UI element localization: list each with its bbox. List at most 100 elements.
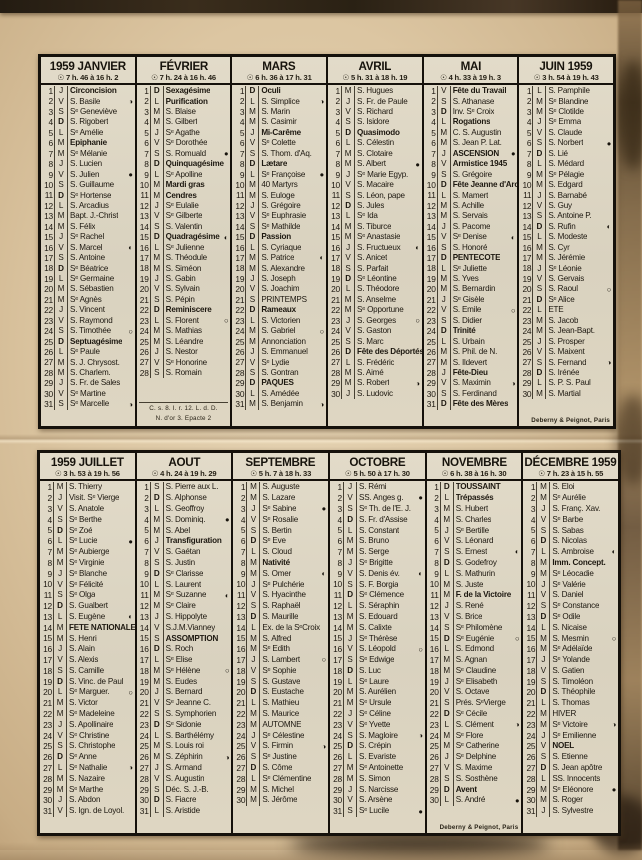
day-row: 15 S ASSOMPTION	[137, 633, 232, 644]
weekday-letter: J	[151, 535, 164, 547]
weekday-letter: J	[247, 654, 261, 666]
day-label: Annonciation	[259, 338, 326, 346]
saint-name: Sᵉ Emilienne	[552, 731, 597, 740]
day-label: S. Omer ◐	[260, 570, 328, 578]
day-number: 22	[328, 305, 343, 316]
weekday-letter: S	[344, 730, 358, 742]
saint-name: S. Parfait	[357, 264, 389, 273]
day-number: 21	[40, 697, 54, 709]
day-label: Sᵉ Philomène	[454, 624, 522, 632]
day-row: 16 S S. Honoré	[424, 242, 518, 253]
weekday-letter: L	[438, 263, 451, 274]
day-label: S. Joachim	[259, 285, 326, 293]
day-row: 30 D S. Fiacre	[137, 795, 232, 806]
month-title: DÉCEMBRE 1959	[524, 455, 617, 469]
saint-name: FÊTE NATIONALE	[69, 623, 135, 632]
day-label: S. Daniel	[550, 591, 618, 599]
day-number: 18	[424, 263, 438, 274]
day-label: S. Calixte	[357, 624, 425, 632]
day-row: 10 V S. Macaire	[328, 179, 422, 191]
saint-name: Sᵉ Emma	[548, 118, 581, 127]
moon-phase-icon-full: ○	[128, 327, 133, 336]
weekday-letter: J	[533, 263, 547, 274]
day-number: 4	[427, 514, 441, 526]
day-label: Sᵉ Agathe	[164, 129, 231, 137]
weekday-letter: V	[533, 127, 547, 139]
saint-name: S. Grégoire	[452, 170, 492, 179]
month-column-novembre: NOVEMBRE ☉ 6 h. 38 à 16 h. 30 1 D TOUSSAINT 2…	[426, 453, 524, 833]
day-number: 24	[233, 730, 248, 742]
weekday-letter: J	[54, 643, 67, 655]
day-label: S. Hippolyte	[164, 613, 232, 621]
printer-credit: Deberny & Peignot, Paris	[531, 417, 611, 424]
day-number: 30	[233, 795, 248, 806]
moon-phase-icon-full: ○	[225, 666, 230, 675]
month-header: AOUT ☉ 4 h. 24 à 19 h. 29	[136, 453, 232, 481]
day-number: 24	[424, 326, 438, 337]
month-days: 1 D Sexagésime 2 L Purification 3 M S. Blaise 4 M S…	[137, 85, 231, 426]
day-label: Sᵉ Jeanne C.	[164, 699, 232, 707]
day-number: 6	[328, 138, 343, 149]
day-label: S. Antoine	[68, 254, 135, 262]
day-number: 8	[427, 557, 441, 569]
day-label: PENTECOTE	[451, 254, 518, 262]
month-column-d-cembre-1959: DÉCEMBRE 1959 ☉ 7 h. 23 à 15 h. 55 1 M S. Él…	[523, 453, 619, 833]
day-row: 23 V S. Raymond	[41, 315, 135, 327]
day-label: S. Richard	[355, 108, 422, 116]
weekday-letter: D	[54, 525, 67, 536]
day-label: S. Robert ◑	[355, 379, 422, 387]
saint-name: S. Fiacre	[165, 796, 197, 805]
day-number: 9	[137, 169, 151, 180]
day-number: 10	[233, 579, 248, 590]
day-number: 9	[424, 169, 438, 180]
saint-name: Sᵉ Valérie	[552, 580, 586, 589]
weekday-letter: M	[55, 284, 68, 295]
day-number: 16	[232, 242, 247, 253]
day-row: 25 V NOËL	[523, 741, 618, 752]
weekday-letter: M	[151, 253, 164, 264]
day-label: S. Victor	[67, 699, 135, 707]
weekday-letter: S	[342, 117, 356, 128]
day-label: S. Juste	[454, 581, 522, 589]
day-label: Sᵉ Madeleine	[67, 710, 135, 718]
day-label: Sᵉ Cécile	[454, 710, 522, 718]
day-label: Sᵉ Germaine	[68, 275, 135, 283]
day-row: 7 L S. Cloud	[233, 546, 328, 558]
weekday-letter: M	[342, 367, 356, 379]
day-label: S. Emile ○	[451, 306, 518, 314]
day-label: Sᵉ Eugénie ○	[454, 635, 522, 643]
month-title: 1959 JUILLET	[50, 455, 124, 469]
day-number: 31	[330, 805, 345, 817]
saint-name: S. Alfred	[262, 634, 292, 643]
weekday-letter: J	[151, 200, 164, 212]
weekday-letter: V	[344, 568, 358, 580]
weekday-letter: D	[344, 589, 358, 601]
saint-name: Sᵉ Lucie	[69, 537, 98, 546]
month-header: FÉVRIER ☉ 7 h. 24 à 16 h. 46	[136, 57, 231, 85]
saint-name: Sᵉ Ida	[357, 212, 378, 221]
saint-name: S. Lambert	[262, 656, 300, 665]
day-label: Lætare	[259, 160, 326, 168]
day-label: Septuagésime	[68, 338, 135, 346]
day-label: Sᵉ Félicité	[67, 581, 135, 589]
day-row: 21 S S. Pépin	[137, 294, 231, 306]
day-label: S. Honoré	[451, 244, 518, 252]
day-row: 5 D Sᵉ Zoé	[40, 525, 135, 536]
day-label: S. Mathieu	[260, 699, 328, 707]
saint-name: S. Narcisse	[359, 785, 399, 794]
saint-name: S. Euloge	[261, 191, 295, 200]
day-row: 14 V S.J.M.Vianney	[137, 622, 232, 634]
weekday-letter: M	[438, 211, 451, 222]
weekday-letter: M	[247, 557, 261, 569]
day-number: 3	[427, 503, 441, 515]
day-row: 30 V S. Arsène	[330, 795, 425, 806]
saint-name: S. Mathieu	[262, 699, 300, 708]
day-label: Sᵉ Lucile ●	[357, 807, 425, 815]
day-number: 4	[424, 117, 438, 128]
day-number: 2	[233, 492, 248, 504]
saint-name: S. Édouard	[359, 612, 398, 621]
day-row: 11 L S. Mamert	[424, 190, 518, 201]
day-row: 7 M Sᵉ Mélanie	[41, 148, 135, 160]
day-number: 20	[233, 687, 248, 698]
weekday-letter: J	[441, 525, 454, 536]
